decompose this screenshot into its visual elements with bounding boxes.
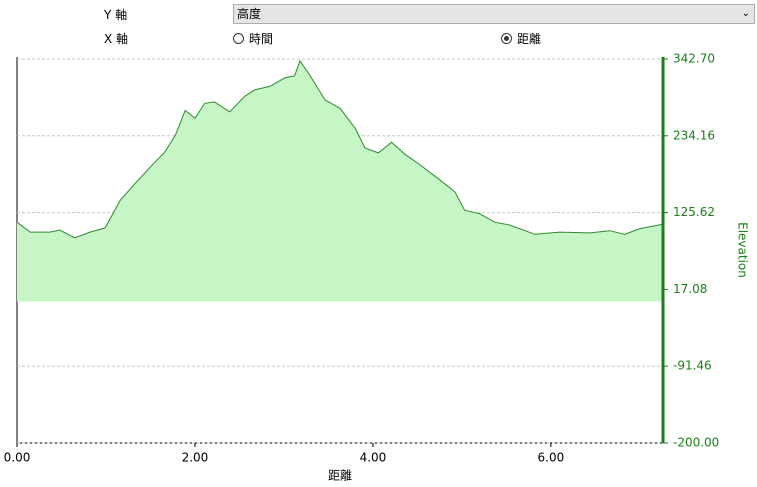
radio-dot bbox=[501, 33, 512, 44]
area bbox=[17, 60, 663, 302]
y-tick-label: -91.46 bbox=[673, 359, 712, 373]
x-tick-label: 4.00 bbox=[360, 451, 387, 465]
y-tick-label: -200.00 bbox=[673, 436, 719, 450]
radio-label: 距離 bbox=[517, 32, 542, 46]
y-tick-label: 342.70 bbox=[673, 52, 715, 66]
x-tick-label: 0.00 bbox=[4, 451, 31, 465]
x-axis-title: 距離 bbox=[328, 469, 352, 483]
y-tick-label: 125.62 bbox=[673, 205, 715, 219]
radio-distance[interactable]: 距離 bbox=[501, 30, 541, 47]
y-tick-label: 17.08 bbox=[673, 282, 707, 296]
radio-dot bbox=[233, 33, 244, 44]
y-axis-title: Elevation bbox=[736, 222, 750, 278]
dropdown-arrow: ⌄ bbox=[741, 8, 750, 19]
x-tick-label: 6.00 bbox=[538, 451, 565, 465]
line bbox=[16, 59, 663, 239]
radio-time[interactable]: 時間 bbox=[233, 30, 273, 47]
radio-label: 時間 bbox=[249, 32, 274, 46]
y-tick-label: 234.16 bbox=[673, 128, 715, 142]
y-axis-select[interactable]: 高度 ⌄ bbox=[233, 4, 755, 24]
x-axis-label: X 軸 bbox=[104, 32, 129, 46]
select-value: 高度 bbox=[237, 7, 262, 21]
x-tick-label: 2.00 bbox=[182, 451, 209, 465]
y-axis-label: Y 軸 bbox=[104, 8, 128, 22]
